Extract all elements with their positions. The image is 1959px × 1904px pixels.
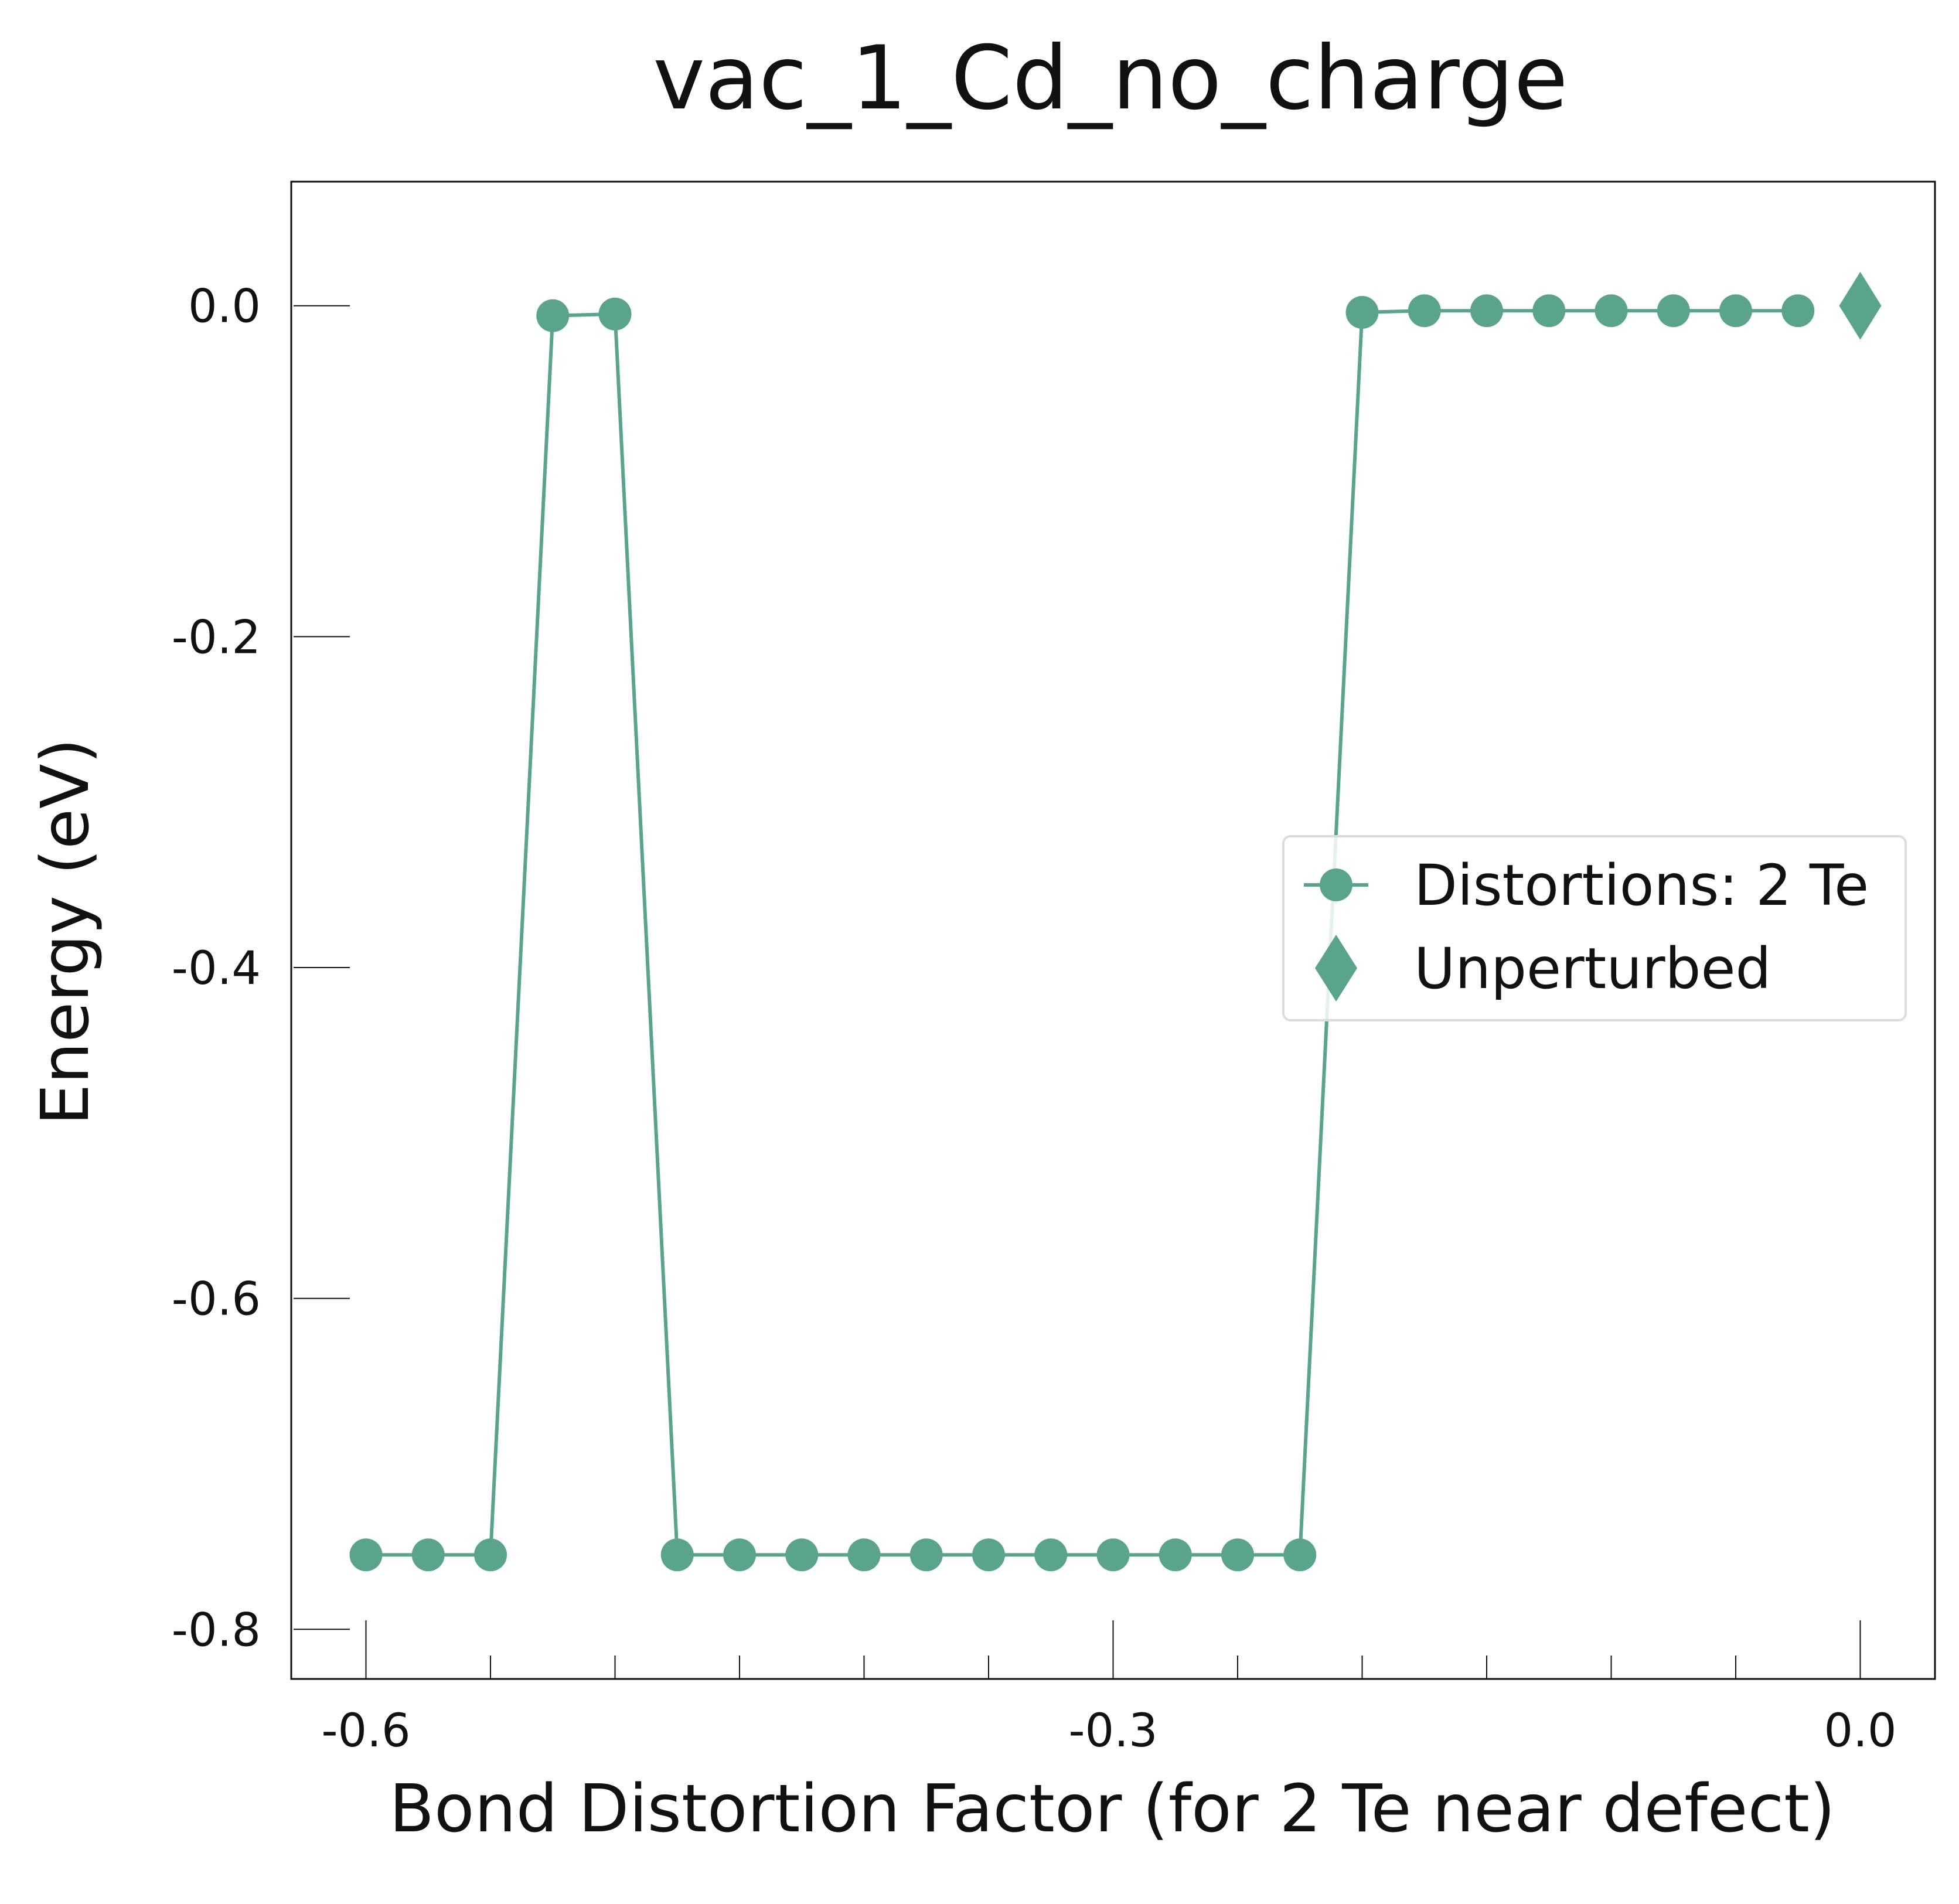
- data-point-distortion: [474, 1538, 507, 1572]
- data-point-distortion: [1283, 1538, 1317, 1572]
- y-tick-label: -0.6: [172, 1273, 261, 1326]
- legend-frame: [1282, 835, 1907, 1021]
- legend: Distortions: 2 Te Unperturbed: [1282, 835, 1907, 1021]
- x-tick-label: -0.3: [1068, 1705, 1157, 1757]
- data-point-distortion: [972, 1538, 1005, 1572]
- data-point-distortion: [785, 1538, 819, 1572]
- data-point-distortion: [1034, 1538, 1068, 1572]
- data-point-distortion: [1657, 294, 1690, 328]
- y-tick-label: 0.0: [188, 281, 261, 333]
- series-layer: [349, 271, 1882, 1572]
- y-tick-label: -0.2: [172, 611, 261, 664]
- data-point-distortion: [1159, 1538, 1192, 1572]
- data-point-distortion: [1781, 294, 1815, 328]
- x-tick-label: -0.6: [321, 1705, 410, 1757]
- data-point-distortion: [1345, 296, 1379, 329]
- data-point-distortion: [536, 299, 570, 332]
- data-point-distortion: [1595, 294, 1628, 328]
- y-tick-label: -0.4: [172, 942, 261, 995]
- data-point-distortion: [847, 1538, 881, 1572]
- data-point-distortion: [349, 1538, 383, 1572]
- data-point-distortion: [411, 1538, 445, 1572]
- data-point-distortion: [723, 1538, 756, 1572]
- legend-diamond-marker: [1315, 935, 1357, 1002]
- x-axis-ticks: -0.6 -0.3 0.0: [321, 1620, 1897, 1757]
- data-point-distortion: [1221, 1538, 1254, 1572]
- x-axis-label: Bond Distortion Factor (for 2 Te near de…: [389, 1771, 1835, 1847]
- legend-label-unperturbed: Unperturbed: [1414, 936, 1771, 1002]
- y-axis-label: Energy (eV): [28, 738, 104, 1126]
- data-point-distortion: [1470, 294, 1503, 328]
- data-point-distortion: [1408, 294, 1441, 328]
- y-tick-label: -0.8: [172, 1604, 261, 1657]
- data-point-distortion: [660, 1538, 694, 1572]
- data-point-distortion: [909, 1538, 943, 1572]
- legend-label-distortions: Distortions: 2 Te: [1414, 853, 1869, 918]
- data-point-distortion: [598, 297, 632, 331]
- data-point-unperturbed: [1839, 271, 1882, 340]
- data-point-distortion: [1096, 1538, 1130, 1572]
- legend-entry-distortions: Distortions: 2 Te: [1304, 853, 1869, 918]
- y-axis-ticks: 0.0 -0.2 -0.4 -0.6 -0.8: [172, 281, 350, 1657]
- x-tick-label: 0.0: [1824, 1705, 1896, 1757]
- chart-title: vac_1_Cd_no_charge: [653, 28, 1568, 130]
- legend-entry-unperturbed: Unperturbed: [1315, 935, 1771, 1002]
- data-point-distortion: [1532, 294, 1566, 328]
- data-point-distortion: [1719, 294, 1752, 328]
- legend-circle-marker: [1320, 868, 1352, 901]
